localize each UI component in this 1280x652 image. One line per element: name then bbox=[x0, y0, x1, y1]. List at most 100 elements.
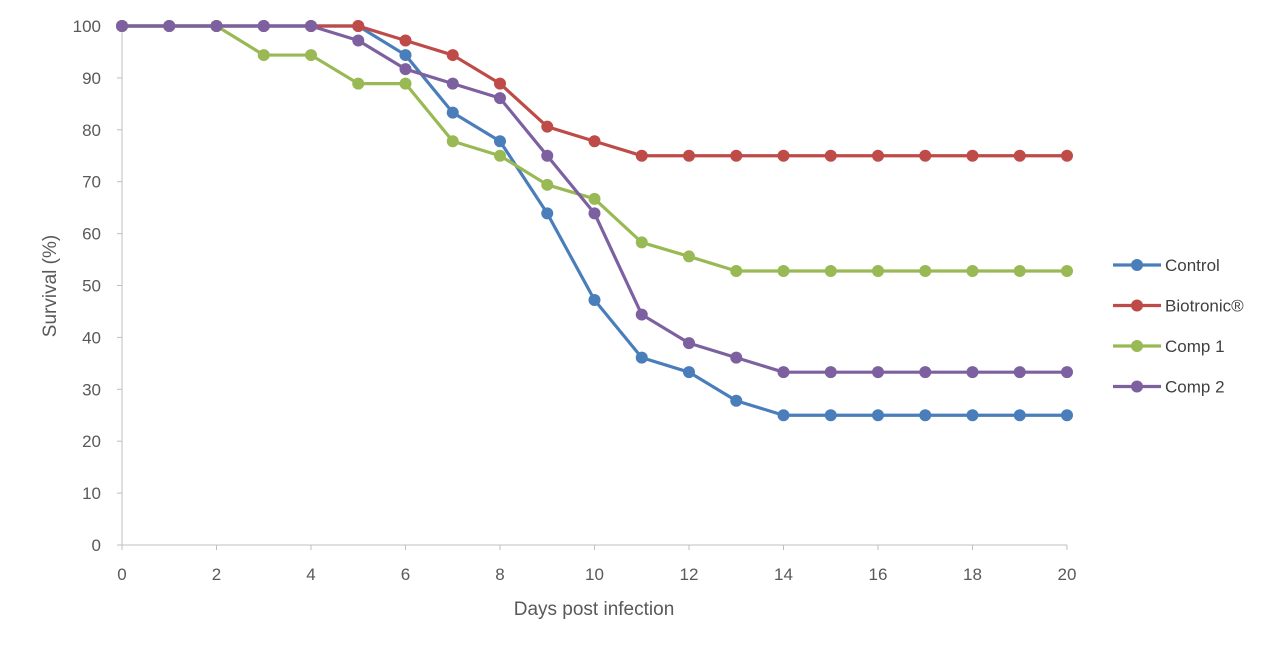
x-tick-label: 20 bbox=[1058, 565, 1077, 584]
x-tick-label: 0 bbox=[117, 565, 126, 584]
data-point-biotronic bbox=[588, 135, 601, 148]
y-tick-label: 90 bbox=[82, 69, 101, 88]
data-point-biotronic bbox=[352, 20, 365, 32]
data-point-control bbox=[399, 49, 412, 62]
data-point-biotronic bbox=[730, 149, 743, 162]
data-point-comp-1 bbox=[541, 178, 554, 191]
legend-swatch-marker bbox=[1131, 259, 1143, 271]
series-line-comp-1 bbox=[120, 24, 1069, 273]
x-axis-title: Days post infection bbox=[514, 599, 675, 620]
series-lines bbox=[116, 20, 1073, 422]
data-point-control bbox=[730, 394, 743, 407]
series-control bbox=[116, 20, 1073, 422]
data-point-comp-2 bbox=[446, 77, 459, 90]
y-tick-label: 40 bbox=[82, 328, 101, 347]
data-point-control bbox=[494, 135, 506, 148]
data-point-comp-1 bbox=[1061, 264, 1073, 277]
y-tick-label: 60 bbox=[82, 225, 101, 244]
x-tick-label: 10 bbox=[585, 565, 604, 584]
x-tick-label: 14 bbox=[774, 565, 793, 584]
data-point-biotronic bbox=[1013, 149, 1026, 162]
x-tick-label: 12 bbox=[680, 565, 699, 584]
legend-label: Biotronic® bbox=[1165, 297, 1244, 316]
data-point-comp-1 bbox=[777, 264, 790, 277]
legend-swatch-marker bbox=[1131, 380, 1143, 393]
data-point-comp-2 bbox=[494, 92, 506, 105]
y-tick-label: 20 bbox=[82, 432, 101, 451]
series-comp-2 bbox=[116, 20, 1073, 379]
data-point-comp-1 bbox=[399, 77, 412, 90]
legend-label: Control bbox=[1165, 256, 1220, 275]
data-point-comp-1 bbox=[730, 264, 743, 277]
data-point-control bbox=[777, 409, 790, 422]
legend-item-comp-1: Comp 1 bbox=[1113, 337, 1225, 356]
data-point-biotronic bbox=[635, 149, 648, 162]
data-point-comp-1 bbox=[966, 264, 979, 277]
data-point-biotronic bbox=[919, 149, 932, 162]
data-point-biotronic bbox=[872, 149, 884, 162]
data-point-comp-1 bbox=[824, 264, 837, 277]
data-point-biotronic bbox=[966, 149, 979, 162]
data-point-control bbox=[683, 366, 695, 379]
data-point-control bbox=[872, 409, 884, 422]
data-point-comp-2 bbox=[257, 20, 270, 32]
data-point-comp-1 bbox=[305, 49, 317, 62]
series-comp-1 bbox=[116, 20, 1073, 277]
legend-swatch-marker bbox=[1131, 340, 1143, 352]
x-tick-label: 4 bbox=[306, 565, 315, 584]
y-axis-title: Survival (%) bbox=[40, 235, 61, 337]
data-point-comp-1 bbox=[588, 192, 601, 205]
data-point-comp-1 bbox=[872, 264, 884, 277]
legend-label: Comp 1 bbox=[1165, 337, 1225, 356]
data-point-comp-1 bbox=[683, 250, 695, 263]
series-line-control bbox=[120, 24, 1069, 417]
y-tick-label: 10 bbox=[82, 484, 101, 503]
legend-swatch-marker bbox=[1131, 299, 1143, 312]
legend-item-control: Control bbox=[1113, 256, 1220, 275]
data-point-control bbox=[541, 207, 554, 220]
y-tick-label: 50 bbox=[82, 277, 101, 296]
y-tick-label: 0 bbox=[92, 536, 101, 555]
data-point-comp-2 bbox=[777, 366, 790, 379]
x-tick-label: 16 bbox=[869, 565, 888, 584]
y-tick-label: 80 bbox=[82, 121, 101, 140]
tick-labels: 0 10 20 30 40 50 60 70 80 90 100 0 2 4 6 8 10 12 14 16 18 20 bbox=[73, 17, 1077, 584]
data-point-biotronic bbox=[494, 77, 506, 90]
data-point-comp-2 bbox=[305, 20, 317, 32]
data-point-comp-2 bbox=[683, 337, 695, 350]
y-tick-label: 70 bbox=[82, 173, 101, 192]
data-point-comp-2 bbox=[1061, 366, 1073, 379]
data-point-biotronic bbox=[399, 34, 412, 47]
x-tick-label: 6 bbox=[401, 565, 410, 584]
data-point-control bbox=[446, 106, 459, 119]
data-point-control bbox=[966, 409, 979, 422]
data-point-comp-1 bbox=[1013, 264, 1026, 277]
data-point-comp-2 bbox=[116, 20, 128, 32]
data-point-comp-2 bbox=[541, 149, 554, 162]
data-point-comp-1 bbox=[919, 264, 932, 277]
data-point-biotronic bbox=[541, 120, 554, 133]
y-tick-label: 30 bbox=[82, 380, 101, 399]
legend: Control Biotronic® Comp 1 Comp 2 bbox=[1113, 256, 1244, 397]
data-point-comp-1 bbox=[494, 149, 506, 162]
data-point-biotronic bbox=[824, 149, 837, 162]
x-tick-label: 2 bbox=[212, 565, 221, 584]
data-point-control bbox=[1061, 409, 1073, 422]
data-point-control bbox=[919, 409, 932, 422]
y-tick-label: 100 bbox=[73, 17, 101, 36]
x-tick-label: 8 bbox=[495, 565, 504, 584]
legend-item-comp-2: Comp 2 bbox=[1113, 378, 1225, 397]
data-point-comp-2 bbox=[210, 20, 223, 32]
data-point-comp-1 bbox=[635, 236, 648, 249]
legend-label: Comp 2 bbox=[1165, 378, 1225, 397]
data-point-comp-1 bbox=[446, 135, 459, 148]
data-point-biotronic bbox=[683, 149, 695, 162]
data-point-comp-2 bbox=[1013, 366, 1026, 379]
x-tick-label: 18 bbox=[963, 565, 982, 584]
axes bbox=[117, 25, 1068, 550]
data-point-biotronic bbox=[777, 149, 790, 162]
data-point-comp-2 bbox=[824, 366, 837, 379]
data-point-biotronic bbox=[1061, 149, 1073, 162]
